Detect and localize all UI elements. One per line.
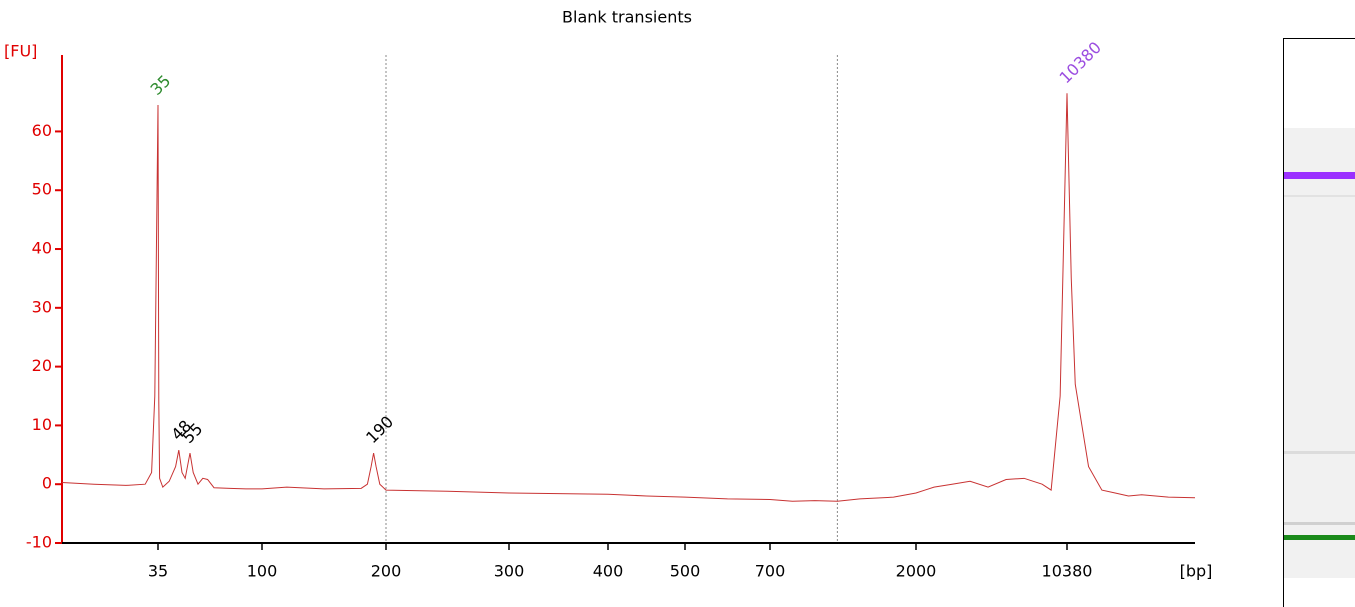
gel-band bbox=[1284, 195, 1355, 197]
x-tick-label: 100 bbox=[247, 562, 278, 581]
y-tick-label: 20 bbox=[32, 356, 52, 375]
gel-lane bbox=[1284, 128, 1355, 578]
chart-title: Blank transients bbox=[562, 8, 692, 27]
y-tick-label: -10 bbox=[26, 533, 52, 552]
x-tick-label: 700 bbox=[755, 562, 786, 581]
y-axis-label: [FU] bbox=[4, 42, 37, 61]
y-tick-label: 30 bbox=[32, 297, 52, 316]
peak-label: 190 bbox=[362, 412, 397, 447]
gel-panel bbox=[1283, 38, 1355, 607]
peak-label: 10380 bbox=[1056, 38, 1105, 87]
trace bbox=[61, 93, 1196, 502]
y-tick-label: 0 bbox=[42, 474, 52, 493]
x-tick-label: 2000 bbox=[896, 562, 937, 581]
x-axis-label: [bp] bbox=[1180, 562, 1213, 581]
y-tick-label: 60 bbox=[32, 121, 52, 140]
x-tick-label: 10380 bbox=[1042, 562, 1093, 581]
x-tick-label: 300 bbox=[494, 562, 525, 581]
gel-band bbox=[1284, 522, 1355, 525]
x-tick-label: 35 bbox=[148, 562, 168, 581]
x-tick-label: 500 bbox=[670, 562, 701, 581]
gel-band bbox=[1284, 535, 1355, 540]
y-tick-label: 40 bbox=[32, 239, 52, 258]
peak-label: 35 bbox=[147, 71, 175, 99]
x-tick-label: 400 bbox=[593, 562, 624, 581]
x-tick-label: 200 bbox=[371, 562, 402, 581]
gel-band bbox=[1284, 451, 1355, 454]
y-tick-label: 10 bbox=[32, 415, 52, 434]
y-tick-label: 50 bbox=[32, 180, 52, 199]
gel-band bbox=[1284, 172, 1355, 179]
